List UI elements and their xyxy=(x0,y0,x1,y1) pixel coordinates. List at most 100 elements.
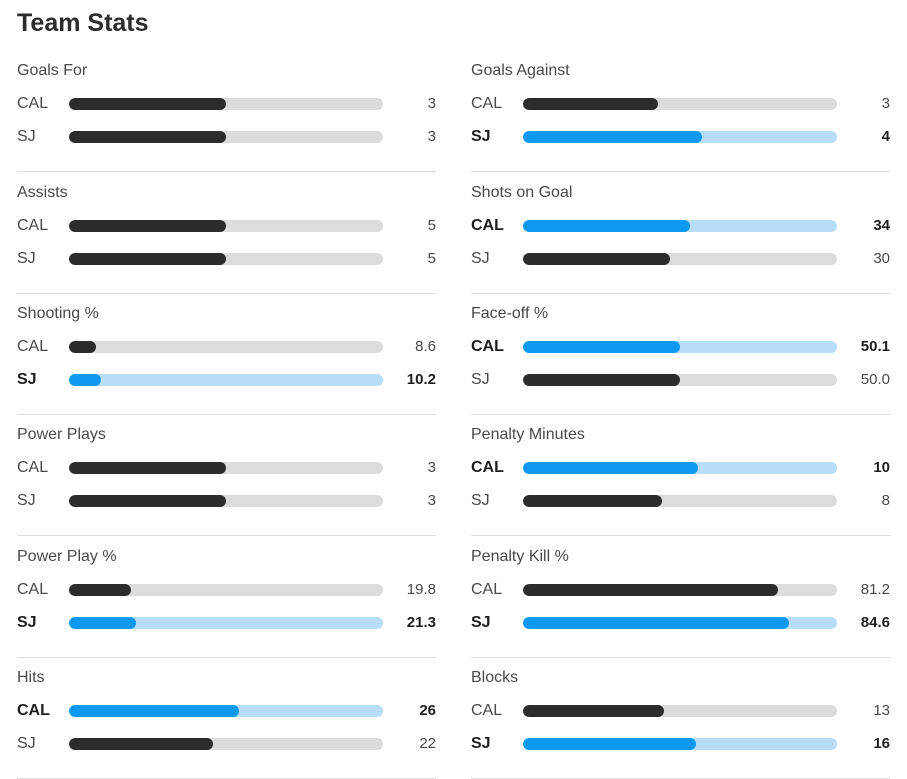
stat-label: Shots on Goal xyxy=(471,184,573,201)
stat-block-goals-against: Goals Against CAL 3 SJ 4 xyxy=(471,62,890,172)
team-abbreviation: CAL xyxy=(17,338,49,355)
stat-row-cal: CAL 34 xyxy=(471,217,890,235)
stat-block-shooting-pct: Shooting % CAL 8.6 SJ 10.2 xyxy=(17,305,436,415)
stat-label: Power Play % xyxy=(17,548,117,565)
stat-label: Hits xyxy=(17,669,45,686)
stat-block-power-play-pct: Power Play % CAL 19.8 SJ 21.3 xyxy=(17,548,436,658)
stat-label: Shooting % xyxy=(17,305,99,322)
stat-label: Blocks xyxy=(471,669,519,686)
stat-row-cal: CAL 8.6 xyxy=(17,338,436,356)
team-abbreviation: SJ xyxy=(17,128,36,145)
stat-block-shots-on-goal: Shots on Goal CAL 34 SJ 30 xyxy=(471,184,890,294)
stat-bar-track xyxy=(69,131,383,143)
team-abbreviation: SJ xyxy=(17,735,36,752)
stat-block-assists: Assists CAL 5 SJ 5 xyxy=(17,184,436,294)
team-abbreviation: SJ xyxy=(17,250,36,267)
stat-bar-fill xyxy=(69,131,226,143)
stat-bar-track xyxy=(523,495,837,507)
stat-row-cal: CAL 81.2 xyxy=(471,581,890,599)
stat-label: Goals For xyxy=(17,62,88,79)
stat-bar-track xyxy=(523,738,837,750)
stat-bar-fill xyxy=(69,584,132,596)
stat-row-sj: SJ 3 xyxy=(17,492,436,510)
stat-bar-fill xyxy=(523,705,664,717)
stat-bar-track xyxy=(69,584,383,596)
stat-row-sj: SJ 5 xyxy=(17,250,436,268)
stat-bar-fill xyxy=(523,98,658,110)
stat-bar-track xyxy=(69,495,383,507)
stat-row-cal: CAL 3 xyxy=(17,459,436,477)
team-abbreviation: CAL xyxy=(17,95,49,112)
stat-row-cal: CAL 3 xyxy=(17,95,436,113)
stat-bar-track xyxy=(523,374,837,386)
stat-bar-track xyxy=(523,584,837,596)
stat-value: 4 xyxy=(881,128,890,145)
stat-row-cal: CAL 5 xyxy=(17,217,436,235)
stat-bar-fill xyxy=(523,341,681,353)
stat-row-sj: SJ 84.6 xyxy=(471,614,890,632)
team-abbreviation: SJ xyxy=(471,128,491,145)
stat-bar-fill xyxy=(523,738,697,750)
stat-bar-track xyxy=(523,98,837,110)
stat-value: 5 xyxy=(427,217,436,234)
stat-row-sj: SJ 10.2 xyxy=(17,371,436,389)
stat-block-hits: Hits CAL 26 SJ 22 xyxy=(17,669,436,779)
stat-value: 10 xyxy=(873,459,890,476)
stat-bar-fill xyxy=(69,374,102,386)
stat-bar-fill xyxy=(523,220,690,232)
stat-value: 16 xyxy=(873,735,890,752)
stat-row-cal: CAL 13 xyxy=(471,702,890,720)
stat-bar-fill xyxy=(523,253,671,265)
stat-bar-track xyxy=(69,253,383,265)
stat-bar-track xyxy=(523,253,837,265)
team-abbreviation: CAL xyxy=(471,702,503,719)
team-abbreviation: CAL xyxy=(17,459,49,476)
team-abbreviation: SJ xyxy=(471,371,490,388)
stat-value: 5 xyxy=(427,250,436,267)
stat-bar-track xyxy=(523,341,837,353)
stat-bar-fill xyxy=(523,462,698,474)
stat-value: 3 xyxy=(427,492,436,509)
stat-block-penalty-minutes: Penalty Minutes CAL 10 SJ 8 xyxy=(471,426,890,536)
stat-value: 81.2 xyxy=(860,581,890,598)
stat-value: 34 xyxy=(873,217,890,234)
stat-value: 26 xyxy=(419,702,436,719)
team-abbreviation: SJ xyxy=(17,614,37,631)
stat-bar-track xyxy=(523,462,837,474)
stat-block-penalty-kill-pct: Penalty Kill % CAL 81.2 SJ 84.6 xyxy=(471,548,890,658)
team-abbreviation: CAL xyxy=(17,217,49,234)
stat-label: Face-off % xyxy=(471,305,549,322)
stat-bar-track xyxy=(523,131,837,143)
stat-bar-track xyxy=(69,341,383,353)
team-abbreviation: SJ xyxy=(17,492,36,509)
stat-bar-fill xyxy=(523,374,680,386)
stat-block-face-off-pct: Face-off % CAL 50.1 SJ 50.0 xyxy=(471,305,890,415)
stat-bar-fill xyxy=(69,253,226,265)
team-abbreviation: CAL xyxy=(471,459,504,476)
stat-value: 22 xyxy=(419,735,436,752)
stat-row-cal: CAL 19.8 xyxy=(17,581,436,599)
stat-value: 8.6 xyxy=(415,338,436,355)
stat-label: Power Plays xyxy=(17,426,106,443)
stat-row-cal: CAL 50.1 xyxy=(471,338,890,356)
stat-row-cal: CAL 10 xyxy=(471,459,890,477)
stat-bar-fill xyxy=(523,584,778,596)
stat-bar-fill xyxy=(69,341,96,353)
stat-bar-track xyxy=(69,374,383,386)
stat-bar-track xyxy=(69,738,383,750)
team-abbreviation: CAL xyxy=(471,95,503,112)
page-title: Team Stats xyxy=(17,9,149,37)
team-abbreviation: CAL xyxy=(17,702,50,719)
stat-row-cal: CAL 3 xyxy=(471,95,890,113)
stat-label: Penalty Minutes xyxy=(471,426,585,443)
stat-bar-track xyxy=(523,220,837,232)
stat-label: Penalty Kill % xyxy=(471,548,569,565)
team-abbreviation: CAL xyxy=(471,338,504,355)
stat-row-sj: SJ 50.0 xyxy=(471,371,890,389)
stat-value: 50.1 xyxy=(860,338,890,355)
stat-value: 21.3 xyxy=(406,614,436,631)
stat-bar-track xyxy=(523,705,837,717)
stat-bar-fill xyxy=(69,220,226,232)
stat-block-goals-for: Goals For CAL 3 SJ 3 xyxy=(17,62,436,172)
team-abbreviation: SJ xyxy=(471,492,490,509)
